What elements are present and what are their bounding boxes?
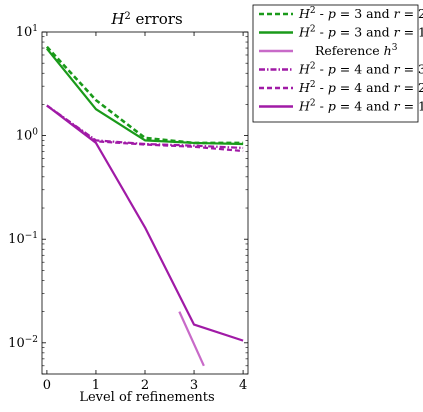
y-tick-label: 10−1 (8, 231, 38, 247)
legend-entry: H2 - p = 4 and r = 2 (298, 80, 423, 95)
x-tick-label: 3 (190, 378, 198, 393)
x-axis-label: Level of refinements (79, 390, 214, 405)
series-line-6 (46, 104, 244, 342)
legend-entry: H2 - p = 4 and r = 3 (298, 62, 423, 77)
series-line-2 (46, 48, 244, 146)
y-tick-label: 100 (16, 128, 39, 144)
legend-entry: H2 - p = 3 and r = 2 (298, 6, 423, 21)
y-tick-label: 101 (16, 24, 38, 40)
chart-title: H2 errors (110, 10, 182, 28)
legend-entry: H2 - p = 3 and r = 1 (298, 25, 423, 40)
x-tick-label: 2 (141, 378, 149, 393)
legend: H2 - p = 3 and r = 2 H2 - p = 3 and r = 1… (252, 4, 423, 123)
x-tick-label: 1 (92, 378, 100, 393)
plot-area: 0 1 2 3 4 101 100 10−1 10−2 (8, 24, 249, 393)
legend-box (252, 4, 419, 123)
x-tick-label: 0 (43, 378, 51, 393)
legend-entry: H2 - p = 4 and r = 1 (298, 99, 423, 114)
y-tick-label: 10−2 (8, 335, 38, 351)
plot-frame (41, 31, 249, 375)
legend-entry: Reference h3 (315, 43, 398, 58)
series-line-3 (178, 311, 205, 367)
x-tick-label: 4 (239, 378, 247, 393)
